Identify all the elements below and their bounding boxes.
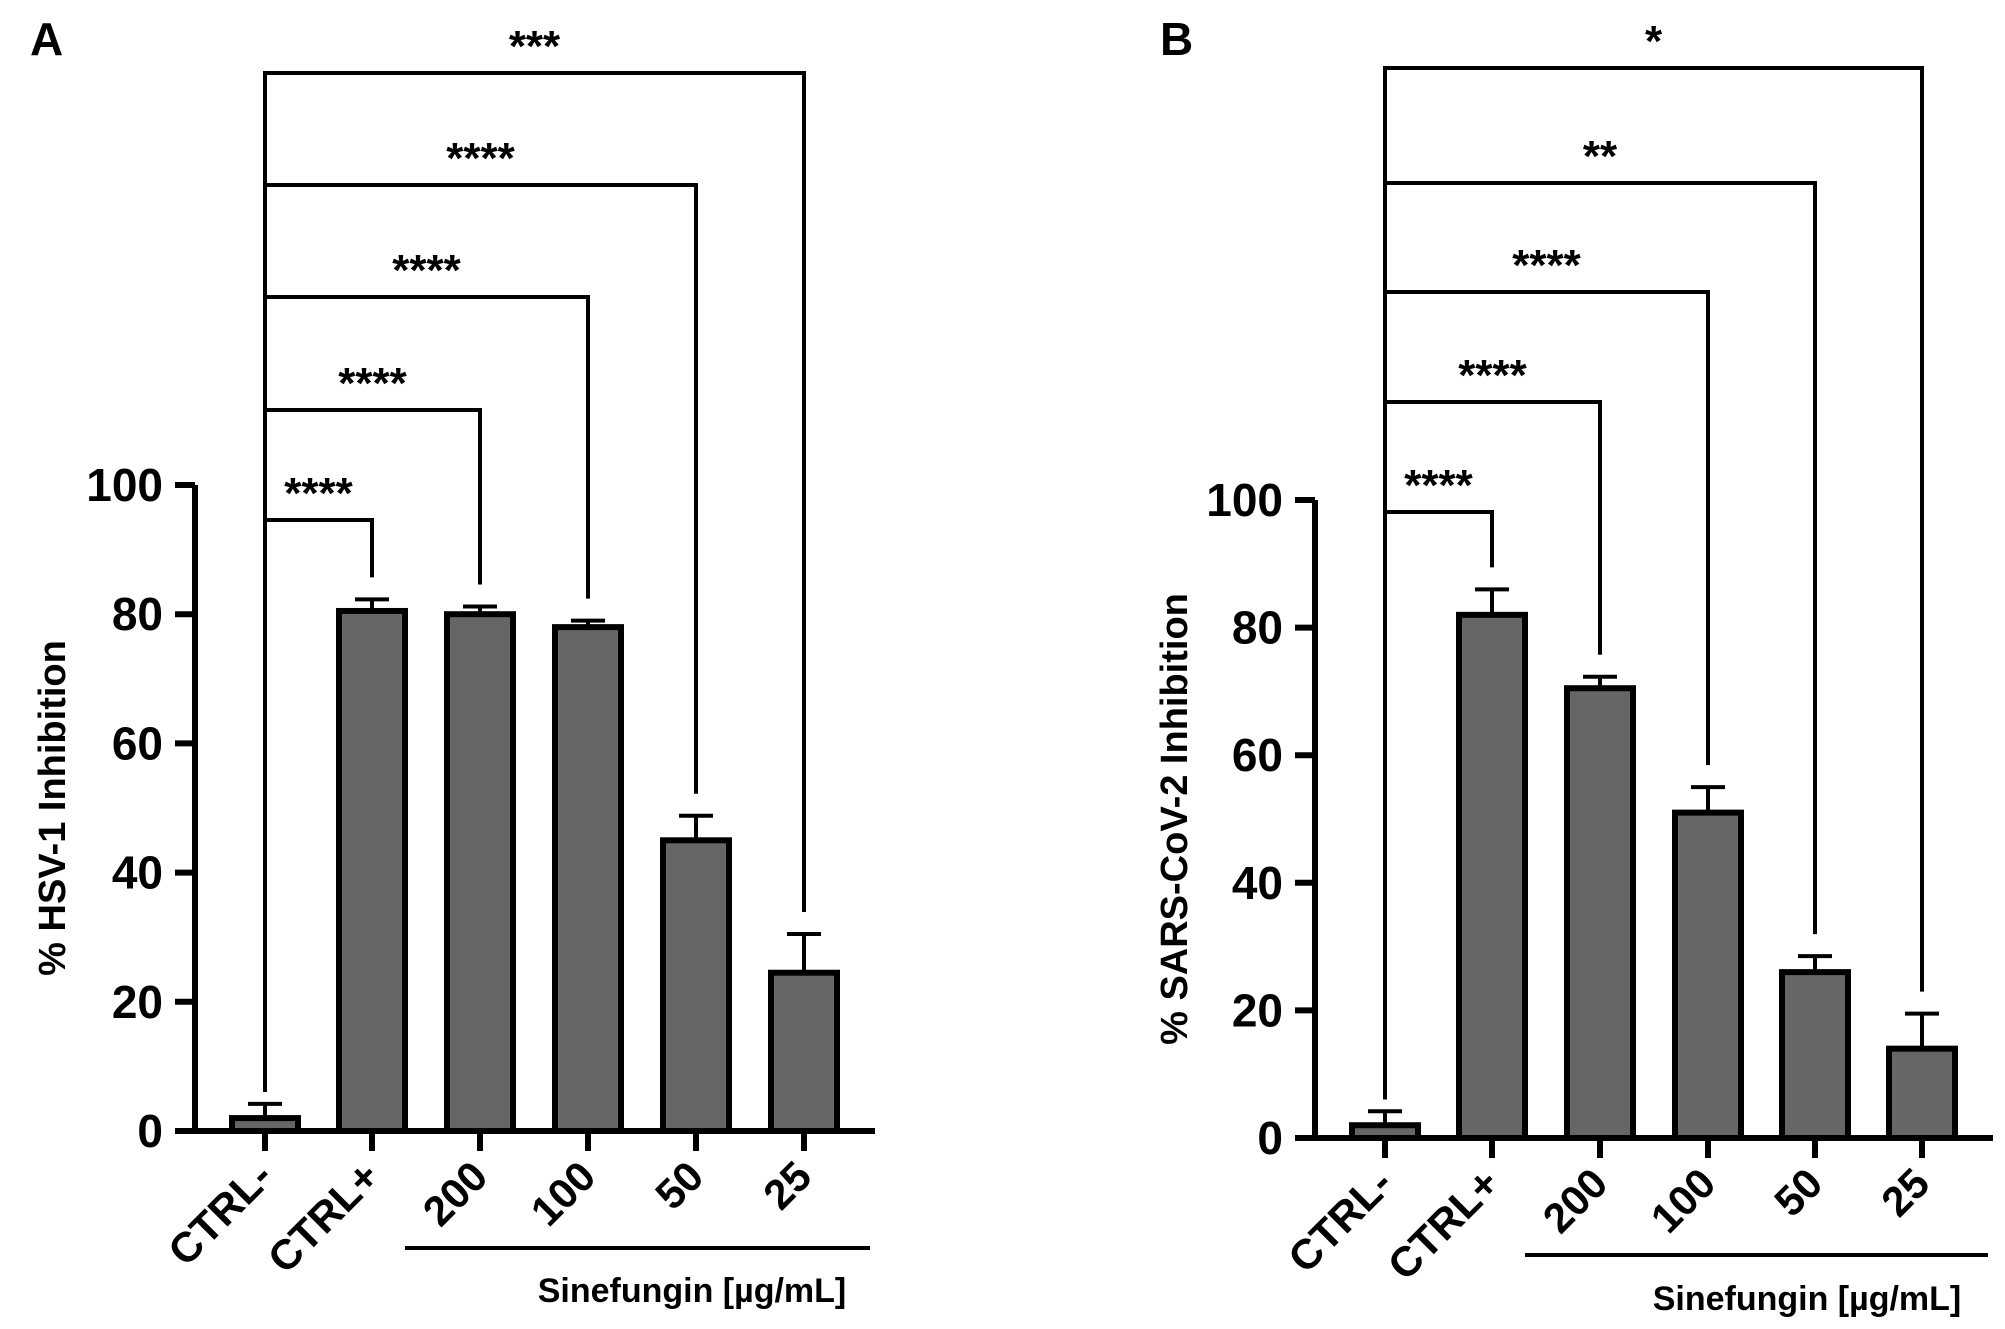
significance-label: **** bbox=[392, 246, 461, 295]
group-label: Sinefungin [µg/mL] bbox=[538, 1272, 847, 1310]
x-tick-label: 200 bbox=[1534, 1159, 1617, 1242]
x-tick-label: 100 bbox=[1642, 1159, 1725, 1242]
y-tick-label: 80 bbox=[1232, 602, 1283, 654]
x-tick-label: 50 bbox=[646, 1152, 712, 1218]
x-tick-label: CTRL+ bbox=[1379, 1159, 1509, 1289]
y-tick-label: 40 bbox=[112, 847, 163, 899]
panel-a: A % HSV-1 Inhibition 0 20 40 60 80 100 CTRL-CTRL… bbox=[30, 13, 875, 1310]
bar bbox=[552, 624, 624, 1134]
y-tick-label: 20 bbox=[112, 976, 163, 1028]
panel-label: B bbox=[1160, 13, 1193, 65]
significance-label: **** bbox=[1512, 241, 1581, 290]
y-tick-label: 0 bbox=[137, 1105, 163, 1157]
significance-label: ** bbox=[1583, 132, 1618, 181]
y-tick-label: 60 bbox=[112, 717, 163, 769]
significance-label: * bbox=[1645, 17, 1663, 66]
x-tick-label: 50 bbox=[1765, 1159, 1831, 1225]
panel-label: A bbox=[30, 13, 63, 65]
x-tick-label: 200 bbox=[414, 1152, 497, 1235]
y-tick-label: 0 bbox=[1257, 1112, 1283, 1164]
y-tick-label: 100 bbox=[1206, 474, 1283, 526]
bar bbox=[1672, 809, 1744, 1141]
significance-bracket bbox=[1383, 290, 1710, 1100]
significance-label: **** bbox=[1404, 461, 1473, 510]
y-axis-title: % HSV-1 Inhibition bbox=[32, 640, 74, 976]
bar bbox=[1456, 611, 1528, 1141]
y-tick-label: 60 bbox=[1232, 729, 1283, 781]
significance-bracket bbox=[263, 295, 590, 1092]
bar bbox=[660, 837, 732, 1134]
panel-b: B % SARS-CoV-2 Inhibition 0 20 40 60 80 100 CTRL… bbox=[1154, 13, 1993, 1318]
x-tick-label: CTRL- bbox=[1279, 1159, 1401, 1281]
bar bbox=[1886, 1045, 1958, 1142]
y-axis-title: % SARS-CoV-2 Inhibition bbox=[1154, 593, 1196, 1045]
x-tick-label: CTRL- bbox=[159, 1152, 281, 1274]
x-tick-label: 25 bbox=[1872, 1159, 1938, 1225]
y-tick-label: 40 bbox=[1232, 857, 1283, 909]
y-tick-label: 100 bbox=[86, 459, 163, 511]
group-label: Sinefungin [µg/mL] bbox=[1653, 1280, 1962, 1318]
bar bbox=[444, 611, 516, 1134]
bar bbox=[768, 969, 840, 1134]
x-tick-label: 25 bbox=[754, 1152, 820, 1218]
significance-label: **** bbox=[446, 134, 515, 183]
significance-label: *** bbox=[509, 22, 561, 71]
y-tick-label: 80 bbox=[112, 588, 163, 640]
significance-label: **** bbox=[338, 359, 407, 408]
x-tick-label: CTRL+ bbox=[259, 1152, 389, 1282]
significance-bracket bbox=[1383, 66, 1924, 1100]
bar bbox=[1564, 685, 1636, 1142]
significance-bracket bbox=[263, 71, 806, 1092]
bar bbox=[336, 607, 408, 1134]
y-tick-label: 20 bbox=[1232, 984, 1283, 1036]
x-tick-label: 100 bbox=[522, 1152, 605, 1235]
significance-label: **** bbox=[284, 469, 353, 518]
bar bbox=[1779, 969, 1851, 1141]
significance-label: **** bbox=[1458, 351, 1527, 400]
